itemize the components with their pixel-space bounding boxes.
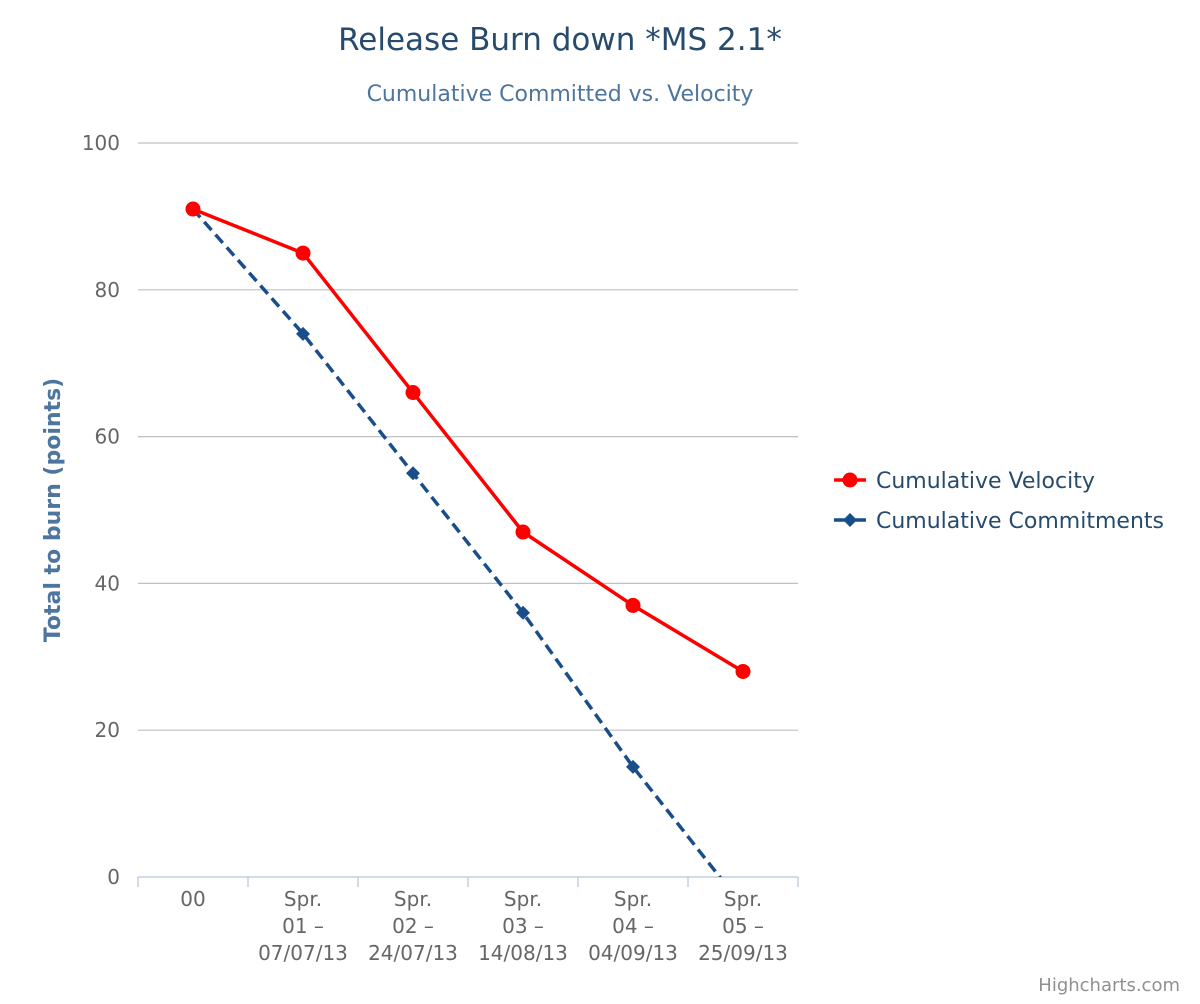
legend-label: Cumulative Commitments xyxy=(876,509,1164,534)
x-tick-label: Spr. 03 –14/08/13 xyxy=(478,887,568,965)
data-point[interactable] xyxy=(405,385,421,401)
y-axis-title: Total to burn (points) xyxy=(41,378,66,642)
series-cumulative-velocity[interactable] xyxy=(185,201,751,679)
series-layer xyxy=(185,201,751,906)
y-tick-label: 60 xyxy=(95,425,120,449)
series-line[interactable] xyxy=(191,207,743,906)
data-point[interactable] xyxy=(406,466,420,481)
legend: Cumulative Velocity Cumulative Commitment… xyxy=(834,469,1164,534)
legend-label: Cumulative Velocity xyxy=(876,469,1095,494)
x-tick-label: Spr. 04 –04/09/13 xyxy=(588,887,678,965)
data-point[interactable] xyxy=(296,326,310,341)
data-point[interactable] xyxy=(516,605,530,620)
y-tick-label: 0 xyxy=(107,865,120,889)
credits-link[interactable]: Highcharts.com xyxy=(1038,975,1180,996)
x-axis: 00 Spr. 01 –07/07/13 Spr. 02 –24/07/13 Spr. 03… xyxy=(137,876,799,965)
legend-item-cumulative-commitments[interactable]: Cumulative Commitments xyxy=(834,509,1164,534)
grid-lines xyxy=(138,142,798,731)
data-point[interactable] xyxy=(625,597,641,613)
data-point[interactable] xyxy=(185,201,201,217)
y-tick-label: 20 xyxy=(95,718,120,742)
x-tick-label: Spr. 01 –07/07/13 xyxy=(258,887,348,965)
x-tick-label: Spr. 02 –24/07/13 xyxy=(368,887,458,965)
chart-title: Release Burn down *MS 2.1* xyxy=(338,22,782,58)
y-tick-label: 80 xyxy=(95,278,120,302)
x-tick-label: 00 xyxy=(180,887,205,911)
data-point[interactable] xyxy=(735,663,751,679)
x-tick-label: Spr. 05 –25/09/13 xyxy=(698,887,788,965)
chart-subtitle: Cumulative Committed vs. Velocity xyxy=(367,82,754,107)
legend-marker xyxy=(842,472,858,488)
legend-item-cumulative-velocity[interactable]: Cumulative Velocity xyxy=(834,469,1095,494)
data-point[interactable] xyxy=(626,759,640,774)
series-line[interactable] xyxy=(192,207,744,674)
y-axis-ticks: 0 20 40 60 80 100 xyxy=(82,131,120,889)
legend-marker xyxy=(843,513,857,527)
series-cumulative-commitments[interactable] xyxy=(186,202,743,906)
y-tick-label: 40 xyxy=(95,571,120,595)
data-point[interactable] xyxy=(515,524,531,540)
data-point[interactable] xyxy=(295,245,311,261)
y-tick-label: 100 xyxy=(82,131,120,155)
